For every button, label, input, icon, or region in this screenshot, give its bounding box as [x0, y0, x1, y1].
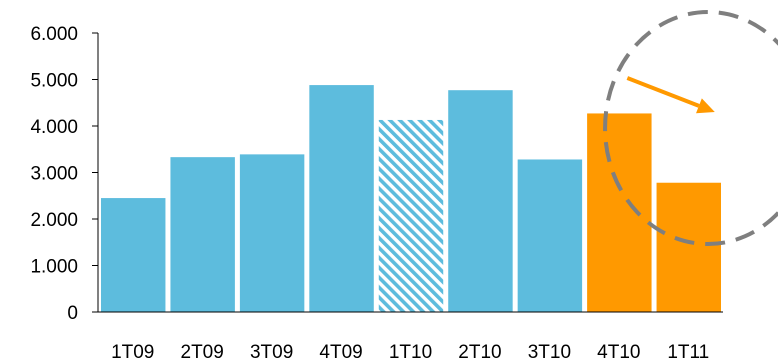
y-tick-label: 5.000	[30, 71, 78, 92]
y-tick-label: 6.000	[30, 24, 78, 45]
x-tick-label: 3T09	[250, 342, 293, 361]
y-tick-label: 0	[67, 303, 78, 324]
x-tick-label: 2T09	[181, 342, 224, 361]
x-tick-label: 4T10	[597, 342, 640, 361]
bar-1t11	[656, 182, 721, 312]
x-tick-label: 1T09	[111, 342, 154, 361]
x-axis-ticks: 1T09 2T09 3T09 4T09 1T10 2T10 3T10 4T10 1T11	[111, 342, 709, 361]
bar-2t10	[448, 90, 513, 312]
x-tick-label: 2T10	[458, 342, 501, 361]
trend-arrow-head	[696, 98, 715, 114]
bar-4t09	[309, 85, 374, 312]
y-tick-label: 2.000	[30, 210, 78, 231]
annotations-group	[603, 10, 778, 246]
bar-4t10	[587, 113, 652, 312]
x-tick-label: 4T09	[319, 342, 362, 361]
bar-1t10	[378, 119, 444, 312]
bar-3t10	[517, 159, 583, 312]
bar-3t09	[239, 154, 305, 312]
trend-arrow-shaft	[626, 76, 700, 108]
x-tick-label: 1T10	[389, 342, 432, 361]
y-tick-label: 1.000	[30, 257, 78, 278]
x-tick-label: 1T11	[667, 342, 709, 361]
y-axis-ticks: 0 1.000 2.000 3.000 4.000 5.000 6.000	[30, 24, 98, 324]
bar-2t09	[170, 157, 235, 312]
dashed-highlight-circle	[603, 10, 778, 246]
y-tick-label: 3.000	[30, 164, 78, 185]
y-tick-label: 4.000	[30, 117, 78, 138]
bars-group	[101, 85, 721, 312]
bar-1t09	[101, 198, 166, 312]
x-tick-label: 3T10	[528, 342, 571, 361]
